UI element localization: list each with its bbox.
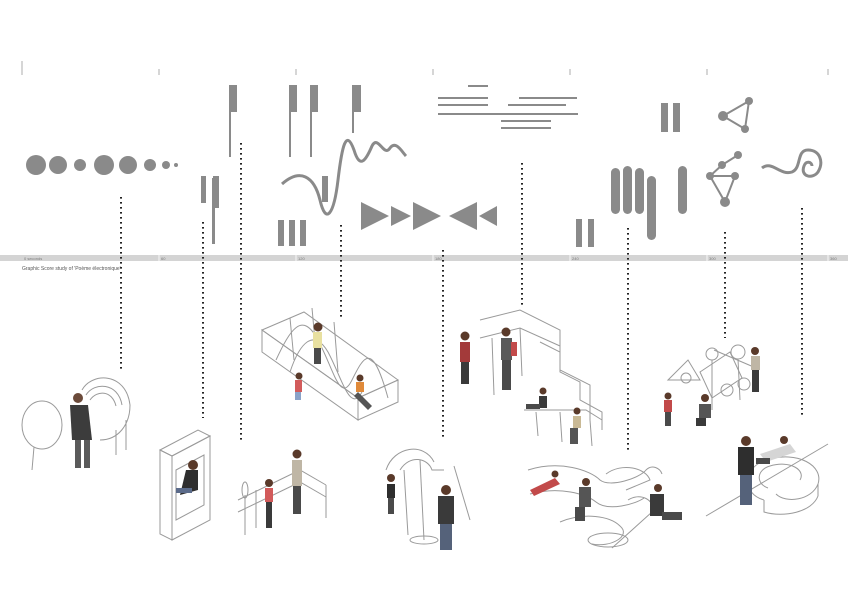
horizontal-dashes-icon bbox=[438, 85, 578, 129]
sketch-stepped-frame bbox=[460, 309, 603, 447]
person-figure bbox=[664, 347, 760, 426]
sketch-loungers bbox=[527, 465, 682, 549]
leader-lines bbox=[120, 143, 803, 452]
sketch-spiral-seat bbox=[705, 436, 829, 517]
sketch-standing-stations bbox=[385, 448, 471, 550]
triangle-nodes-icon bbox=[706, 97, 753, 207]
person-figure bbox=[70, 393, 92, 468]
timeline-band-ticks bbox=[158, 255, 829, 261]
vertical-bars-icon bbox=[201, 176, 219, 244]
small-bars-icon bbox=[278, 220, 306, 246]
arrow-triangles-icon bbox=[361, 202, 497, 230]
person-figure bbox=[530, 470, 682, 521]
spiral-icon bbox=[761, 148, 823, 178]
sine-scribble-icon bbox=[281, 138, 408, 216]
person-figure bbox=[295, 322, 372, 410]
top-ruler bbox=[21, 61, 829, 75]
person-figure bbox=[738, 436, 796, 505]
person-figure bbox=[460, 327, 581, 444]
timeline-tick-label: 180 bbox=[435, 256, 442, 261]
timeline-tick-label: 120 bbox=[298, 256, 305, 261]
pause-bars-icon bbox=[576, 103, 680, 247]
score-caption: Graphic Score study of 'Poème électroniq… bbox=[22, 266, 121, 272]
flag-strokes-icon bbox=[229, 85, 361, 157]
person-figure bbox=[265, 449, 302, 528]
sketch-wave-slide bbox=[260, 307, 399, 421]
sketch-fence-rails bbox=[237, 449, 327, 535]
timeline-start-label: 0 seconds bbox=[24, 256, 42, 261]
timeline-tick-label: 240 bbox=[572, 256, 579, 261]
sketch-listening-hoops bbox=[21, 377, 131, 471]
timeline-tick-label: 60 bbox=[161, 256, 166, 261]
timeline-tick-label: 360 bbox=[830, 256, 837, 261]
rounded-bars-icon bbox=[611, 166, 687, 240]
sketch-frame-box bbox=[158, 429, 212, 541]
timeline-band bbox=[0, 255, 848, 261]
person-figure bbox=[387, 474, 454, 550]
timeline-tick-label: 300 bbox=[709, 256, 716, 261]
dot-sequence-icon bbox=[26, 155, 178, 175]
person-figure bbox=[176, 460, 198, 495]
sketch-triangle-network bbox=[664, 344, 760, 426]
